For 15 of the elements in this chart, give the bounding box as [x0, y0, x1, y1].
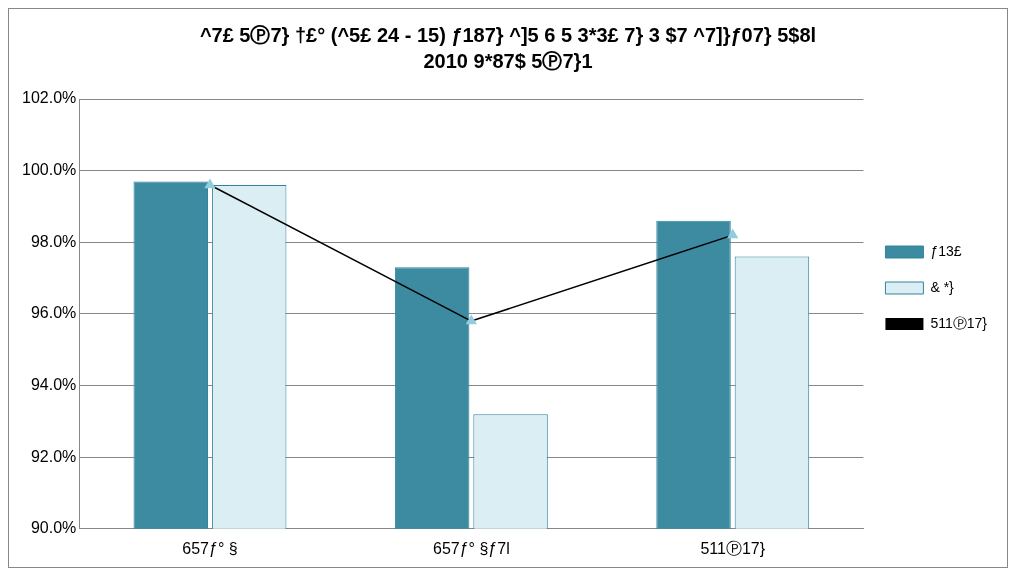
y-tick-label: 90.0%: [30, 519, 77, 537]
legend-label: ƒ13£: [930, 242, 962, 259]
x-tick-label: 511Ⓟ17}: [700, 539, 766, 557]
y-tick-label: 94.0%: [30, 375, 77, 393]
chart-title: ^7£ 5Ⓟ7} †£° (^5£ 24 - 15) ƒ187} ^]5 6 5 3*3£ 7} 3 $7 ^7]}ƒ07} 5$8l: [199, 23, 817, 46]
y-tick-label: 92.0%: [30, 447, 77, 465]
y-tick-label: 102.0%: [22, 89, 77, 107]
y-tick-label: 100.0%: [22, 161, 77, 179]
y-tick-label: 96.0%: [30, 304, 77, 322]
y-tick-label: 98.0%: [30, 232, 77, 250]
legend-label: 511Ⓟ17}: [930, 314, 988, 331]
legend-label: & *}: [930, 278, 955, 295]
x-tick-label: 657ƒ° §: [182, 539, 238, 557]
chart-subtitle: 2010 9*87$ 5Ⓟ7}1: [423, 49, 593, 72]
x-tick-label: 657ƒ° §ƒ7l: [433, 539, 510, 557]
